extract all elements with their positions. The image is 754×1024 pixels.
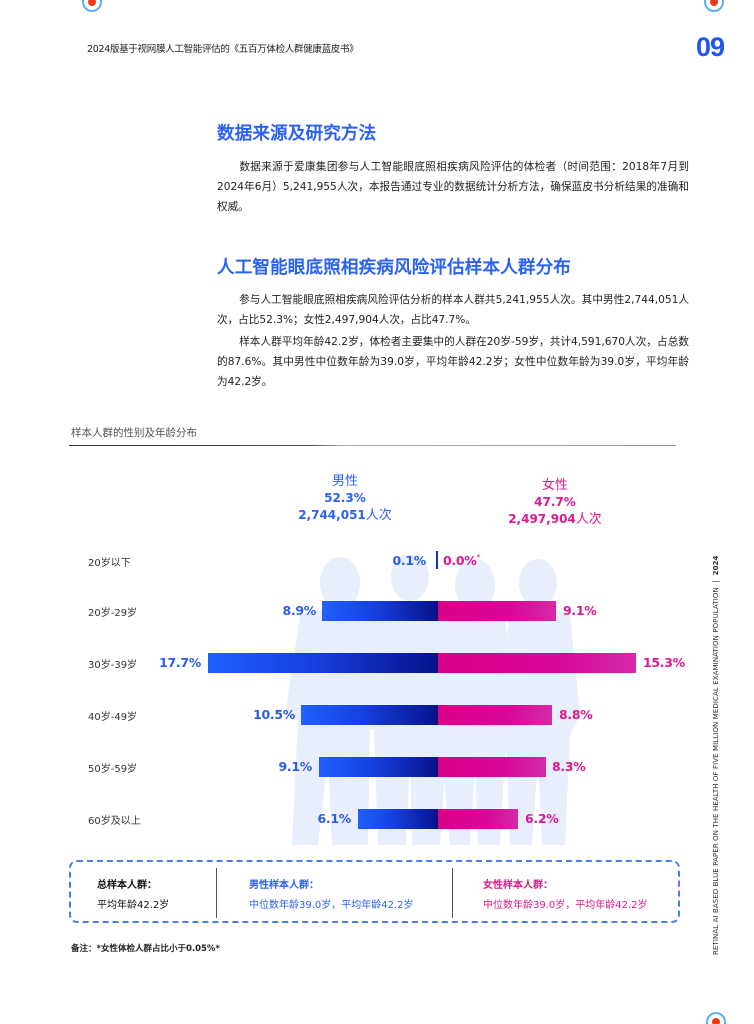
count-unit: 人次: [365, 508, 392, 523]
age-label: 20岁以下: [88, 558, 131, 569]
value-male: 0.1%: [392, 553, 427, 568]
bar-female: [438, 705, 552, 725]
summary-female-heading: 女性样本人群：: [483, 880, 553, 891]
legend-male-label: 男性: [331, 474, 358, 489]
chart-row: 50岁-59岁 9.1% 8.3%: [0, 757, 754, 779]
section-paragraph: 参与人工智能眼底照相疾病风险评估分析的样本人群共5,241,955人次。其中男性…: [217, 290, 689, 330]
age-label: 60岁及以上: [88, 816, 141, 827]
chart-divider: [69, 445, 676, 446]
summary-divider: [216, 868, 217, 918]
chart-row: 20岁-29岁 8.9% 9.1%: [0, 601, 754, 623]
page-number: 09: [695, 32, 725, 62]
legend-female-count: 2,497,904人次: [500, 510, 610, 528]
section-paragraph: 样本人群平均年龄42.2岁，体检者主要集中的人群在20岁-59岁，共计4,591…: [217, 332, 689, 392]
summary-male: 男性样本人群： 中位数年龄39.0岁，平均年龄42.2岁: [249, 876, 414, 916]
summary-female: 女性样本人群： 中位数年龄39.0岁，平均年龄42.2岁: [483, 876, 648, 916]
bar-male: [319, 757, 438, 777]
bar-female: [438, 601, 556, 621]
age-label: 40岁-49岁: [88, 712, 138, 723]
footnote-text: *女性体检人群占比小于0.05%*: [96, 944, 220, 954]
corner-decoration-icon: [704, 0, 724, 12]
summary-male-heading: 男性样本人群：: [249, 880, 319, 891]
value-male: 17.7%: [159, 655, 201, 670]
value-female: 9.1%: [563, 603, 597, 618]
value-female: 8.8%: [559, 707, 593, 722]
side-banner-separator: |: [712, 580, 720, 583]
value-female-text: 0.0%: [443, 553, 477, 569]
count-number: 2,497,904: [508, 512, 576, 526]
corner-decoration-icon: [706, 1012, 726, 1024]
bar-male: [322, 601, 438, 621]
side-banner-year: 2024: [712, 555, 720, 576]
paragraph-text: 参与人工智能眼底照相疾病风险评估分析的样本人群共5,241,955人次。其中男性…: [217, 294, 689, 326]
legend-female-label: 女性: [541, 478, 568, 493]
summary-female-text: 中位数年龄39.0岁，平均年龄42.2岁: [483, 900, 648, 911]
paragraph-text: 数据来源于爱康集团参与人工智能眼底照相疾病风险评估的体检者（时间范围：2018年…: [217, 161, 689, 213]
value-male: 9.1%: [278, 759, 313, 774]
summary-male-text: 中位数年龄39.0岁，平均年龄42.2岁: [249, 900, 414, 911]
legend-male: 男性 52.3% 2,744,051人次: [290, 474, 400, 524]
summary-box: 总样本人群： 平均年龄42.2岁 男性样本人群： 中位数年龄39.0岁，平均年龄…: [69, 860, 680, 923]
summary-total-heading: 总样本人群：: [97, 880, 157, 891]
age-label: 20岁-29岁: [88, 608, 138, 619]
value-female: 0.0%*: [443, 553, 480, 568]
bar-male: [358, 809, 438, 829]
legend-male-pct: 52.3%: [324, 491, 366, 505]
chart-row: 20岁以下 0.1% 0.0%*: [0, 551, 754, 573]
bar-male: [208, 653, 438, 673]
section-title-sample-distribution: 人工智能眼底照相疾病风险评估样本人群分布: [217, 258, 571, 278]
chart-row: 60岁及以上 6.1% 6.2%: [0, 809, 754, 831]
age-label: 30岁-39岁: [88, 660, 138, 671]
value-male: 10.5%: [253, 707, 295, 722]
paragraph-text: 样本人群平均年龄42.2岁，体检者主要集中的人群在20岁-59岁，共计4,591…: [217, 336, 689, 388]
summary-total: 总样本人群： 平均年龄42.2岁: [97, 876, 169, 916]
document-header-title: 2024版基于视网膜人工智能评估的《五百万体检人群健康蓝皮书》: [87, 44, 359, 55]
side-banner-text: RETINAL AI BASED BLUE PAPER ON THE HEALT…: [712, 587, 720, 955]
bar-female: [438, 757, 546, 777]
summary-total-text: 平均年龄42.2岁: [97, 900, 170, 911]
chart-row: 30岁-39岁 17.7% 15.3%: [0, 653, 754, 675]
legend-female: 女性 47.7% 2,497,904人次: [500, 478, 610, 528]
summary-divider: [452, 868, 453, 918]
legend-female-pct: 47.7%: [534, 495, 576, 509]
value-female: 8.3%: [552, 759, 586, 774]
footnote-label: 备注：: [71, 944, 97, 954]
chart-row: 40岁-49岁 10.5% 8.8%: [0, 705, 754, 727]
count-number: 2,744,051: [298, 508, 366, 522]
section-paragraph: 数据来源于爱康集团参与人工智能眼底照相疾病风险评估的体检者（时间范围：2018年…: [217, 157, 689, 217]
value-female: 6.2%: [525, 811, 559, 826]
people-silhouette-icon: [285, 555, 580, 845]
bar-female: [438, 809, 518, 829]
value-female: 15.3%: [643, 655, 685, 670]
bar-female: [438, 653, 636, 673]
value-male: 8.9%: [282, 603, 317, 618]
age-label: 50岁-59岁: [88, 764, 138, 775]
legend-male-count: 2,744,051人次: [290, 506, 400, 524]
count-unit: 人次: [575, 512, 602, 527]
chart-title: 样本人群的性别及年龄分布: [71, 427, 197, 439]
side-banner: RETINAL AI BASED BLUE PAPER ON THE HEALT…: [712, 556, 720, 955]
corner-decoration-icon: [82, 0, 102, 12]
bar-male: [436, 551, 438, 569]
value-male: 6.1%: [317, 811, 352, 826]
footnote: 备注：*女性体检人群占比小于0.05%*: [71, 942, 220, 954]
section-title-data-source: 数据来源及研究方法: [217, 124, 377, 144]
footnote-marker: *: [476, 553, 481, 562]
bar-male: [301, 705, 438, 725]
